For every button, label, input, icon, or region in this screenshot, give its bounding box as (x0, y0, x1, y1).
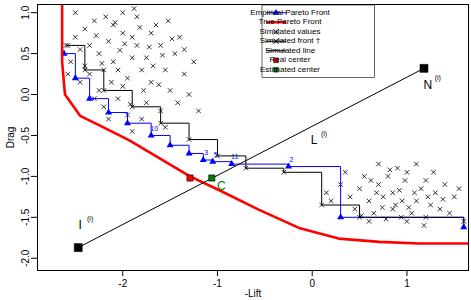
svg-text:-1.5: -1.5 (20, 208, 31, 226)
svg-text:Empirical Pareto Front: Empirical Pareto Front (250, 8, 330, 17)
svg-text:3: 3 (204, 149, 208, 156)
svg-text:0.5: 0.5 (20, 46, 31, 60)
svg-text:1: 1 (404, 278, 410, 289)
svg-text:0.0: 0.0 (20, 87, 31, 101)
svg-text:Simulated values: Simulated values (260, 27, 321, 36)
svg-text:Simulated line: Simulated line (265, 46, 316, 55)
svg-text:1.0: 1.0 (20, 5, 31, 19)
svg-text:C: C (217, 179, 226, 193)
svg-text:Real center: Real center (270, 55, 311, 64)
svg-text:2: 2 (290, 156, 294, 163)
svg-text:Estimated center: Estimated center (260, 65, 320, 74)
svg-text:Drag: Drag (5, 127, 16, 149)
svg-text:L: L (311, 133, 318, 147)
svg-text:-Lift: -Lift (245, 288, 262, 299)
svg-text:(i): (i) (87, 215, 93, 223)
svg-text:5: 5 (213, 150, 218, 158)
svg-text:(i): (i) (435, 74, 441, 82)
svg-text:-1: -1 (213, 278, 222, 289)
svg-text:0: 0 (309, 278, 315, 289)
svg-text:10: 10 (150, 125, 158, 132)
svg-text:(i): (i) (321, 130, 327, 138)
svg-text:I: I (78, 218, 81, 232)
svg-text:-0.5: -0.5 (20, 126, 31, 144)
svg-text:-2.0: -2.0 (20, 249, 31, 267)
svg-text:-2: -2 (118, 278, 127, 289)
svg-text:N: N (423, 78, 432, 92)
svg-text:-1.0: -1.0 (20, 167, 31, 185)
svg-text:Simulated front †: Simulated front † (260, 36, 320, 45)
svg-text:11: 11 (231, 153, 238, 160)
svg-text:True Pareto Front: True Pareto Front (259, 17, 323, 26)
